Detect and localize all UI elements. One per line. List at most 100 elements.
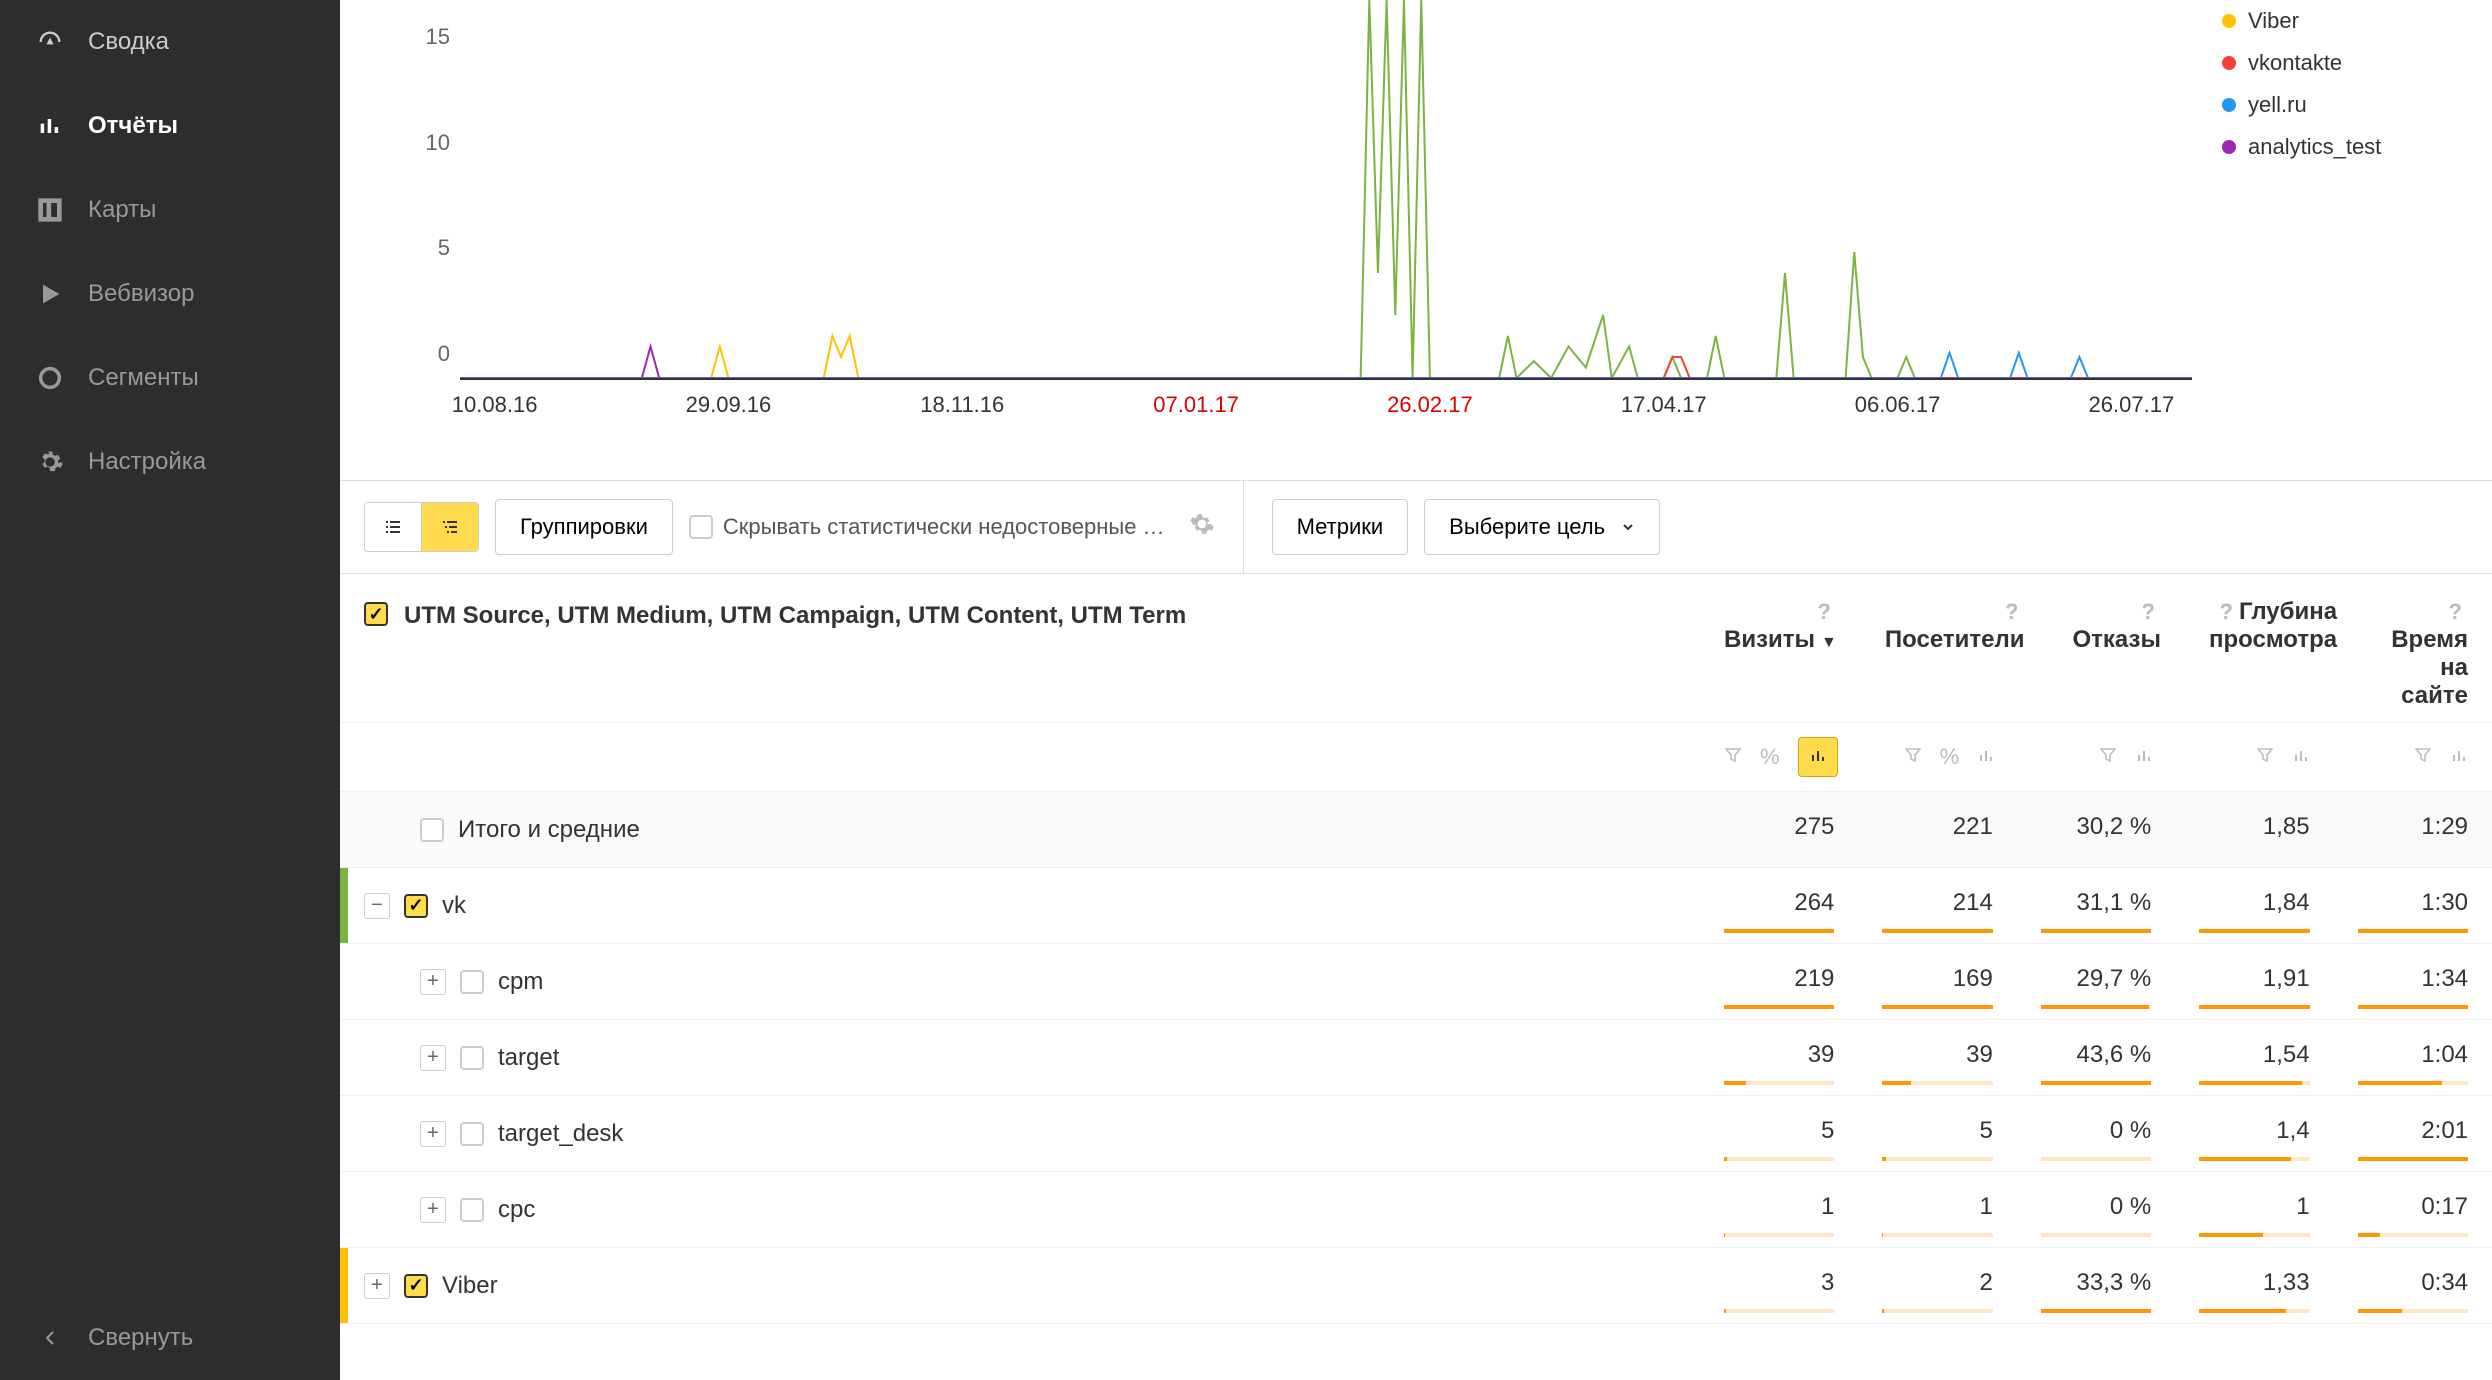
table-header: UTM Source, UTM Medium, UTM Campaign, UT… [340, 573, 2492, 723]
help-icon[interactable]: ? [2449, 599, 2462, 624]
cell-value: 275 [1700, 795, 1858, 865]
x-tick: 26.07.17 [2089, 392, 2175, 418]
bars-icon[interactable] [2292, 744, 2310, 770]
hide-unreliable-checkbox[interactable]: Скрывать статистически недостоверные … [689, 514, 1165, 540]
cell-value: 1:04 [2334, 1023, 2492, 1093]
column-header[interactable]: ?Время на сайте [2361, 574, 2492, 722]
filter-icon[interactable] [2256, 744, 2274, 770]
hide-unreliable-label: Скрывать статистически недостоверные … [723, 514, 1165, 540]
nav-item-gear[interactable]: Настройка [0, 420, 340, 504]
row-checkbox[interactable] [460, 970, 484, 994]
cell-value: 219 [1700, 947, 1858, 1017]
list-view-button[interactable] [365, 503, 421, 551]
legend-item[interactable]: yell.ru [2222, 84, 2472, 126]
layout-icon [36, 196, 64, 224]
cell-value: 31,1 % [2017, 871, 2175, 941]
legend-label: analytics_test [2248, 134, 2381, 160]
chevron-left-icon [36, 1324, 64, 1352]
grouping-button[interactable]: Группировки [495, 499, 673, 555]
legend-label: Viber [2248, 8, 2299, 34]
help-icon[interactable]: ? [2220, 599, 2233, 624]
expand-button[interactable]: + [420, 969, 446, 995]
collapse-sidebar-button[interactable]: Свернуть [0, 1296, 340, 1380]
column-header[interactable]: ?Визиты▼ [1700, 574, 1861, 722]
chevron-down-icon [1621, 514, 1635, 539]
percent-icon[interactable]: % [1760, 744, 1780, 770]
row-label: cpc [498, 1196, 535, 1224]
expand-button[interactable]: + [364, 1273, 390, 1299]
bars-icon[interactable] [1977, 744, 1995, 770]
checkbox-icon[interactable] [420, 818, 444, 842]
column-header[interactable]: ?Глубина просмотра [2185, 574, 2361, 722]
bars-icon[interactable] [2450, 744, 2468, 770]
column-header[interactable]: ?Отказы [2048, 574, 2185, 722]
legend-dot-icon [2222, 98, 2236, 112]
expand-button[interactable]: + [420, 1045, 446, 1071]
dimension-header: UTM Source, UTM Medium, UTM Campaign, UT… [404, 602, 1186, 630]
nav-item-gauge[interactable]: Сводка [0, 0, 340, 84]
table-row: +target393943,6 %1,541:04 [340, 1020, 2492, 1096]
help-icon[interactable]: ? [2005, 599, 2018, 624]
row-label: Viber [442, 1272, 498, 1300]
collapse-label: Свернуть [88, 1324, 193, 1352]
filter-icon[interactable] [2414, 744, 2432, 770]
filter-cell: % [1700, 723, 1862, 791]
help-icon[interactable]: ? [1817, 599, 1830, 624]
bars-icon[interactable] [1798, 737, 1838, 777]
cell-value: 1,4 [2175, 1099, 2333, 1169]
legend-item[interactable]: vkontakte [2222, 42, 2472, 84]
column-header[interactable]: ?Посетители [1861, 574, 2049, 722]
expand-button[interactable]: + [420, 1197, 446, 1223]
filter-icon[interactable] [1724, 744, 1742, 770]
collapse-button[interactable]: − [364, 893, 390, 919]
filter-icon[interactable] [2099, 744, 2117, 770]
chart: 051015 10.08.1629.09.1618.11.1607.01.172… [400, 0, 2192, 440]
metrics-button[interactable]: Метрики [1272, 499, 1409, 555]
row-checkbox[interactable] [404, 1274, 428, 1298]
x-tick: 10.08.16 [452, 392, 538, 418]
cell-value: 1:34 [2334, 947, 2492, 1017]
tree-view-button[interactable] [421, 503, 478, 551]
percent-icon[interactable]: % [1940, 744, 1960, 770]
nav-item-layout[interactable]: Карты [0, 168, 340, 252]
nav-item-play[interactable]: Вебвизор [0, 252, 340, 336]
nav-label: Отчёты [88, 112, 178, 140]
table-toolbar: Группировки Скрывать статистически недос… [340, 481, 2492, 573]
x-tick: 26.02.17 [1387, 392, 1473, 418]
goal-select-button[interactable]: Выберите цель [1424, 499, 1660, 555]
table-row: +cpc110 %10:17 [340, 1172, 2492, 1248]
y-tick: 10 [426, 130, 450, 156]
row-marker [340, 868, 348, 943]
select-all-checkbox[interactable] [364, 602, 388, 626]
cell-value: 1:29 [2334, 795, 2492, 865]
cell-value: 3 [1700, 1251, 1858, 1321]
cell-value: 2 [1858, 1251, 2016, 1321]
filter-icon[interactable] [1904, 744, 1922, 770]
cell-value: 39 [1700, 1023, 1858, 1093]
row-checkbox[interactable] [460, 1122, 484, 1146]
row-checkbox[interactable] [460, 1046, 484, 1070]
nav-item-bars[interactable]: Отчёты [0, 84, 340, 168]
column-label: Отказы [2072, 626, 2161, 653]
row-marker [340, 1248, 348, 1323]
row-checkbox[interactable] [460, 1198, 484, 1222]
legend-item[interactable]: Viber [2222, 0, 2472, 42]
nav-item-donut[interactable]: Сегменты [0, 336, 340, 420]
cell-value: 30,2 % [2017, 795, 2175, 865]
table-row: +target_desk550 %1,42:01 [340, 1096, 2492, 1172]
legend-dot-icon [2222, 140, 2236, 154]
chart-legend: Viber vkontakteyell.ru analytics_test [2192, 0, 2472, 440]
bars-icon[interactable] [2135, 744, 2153, 770]
row-label: target_desk [498, 1120, 623, 1148]
cell-value: 264 [1700, 871, 1858, 941]
filter-cell [2019, 723, 2177, 791]
legend-item[interactable]: analytics_test [2222, 126, 2472, 168]
sort-desc-icon: ▼ [1821, 634, 1837, 651]
gear-icon[interactable] [1189, 511, 1215, 544]
x-tick: 18.11.16 [920, 392, 1004, 418]
expand-button[interactable]: + [420, 1121, 446, 1147]
row-checkbox[interactable] [404, 894, 428, 918]
cell-value: 0 % [2017, 1099, 2175, 1169]
help-icon[interactable]: ? [2142, 599, 2155, 624]
cell-value: 169 [1858, 947, 2016, 1017]
